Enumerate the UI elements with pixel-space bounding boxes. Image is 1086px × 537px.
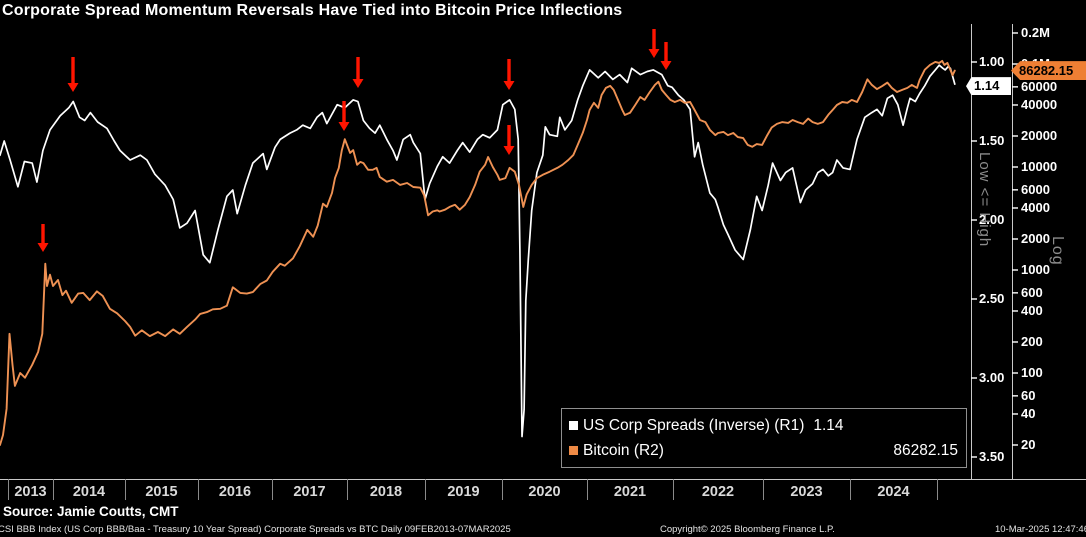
year-label-2020: 2020	[528, 484, 561, 500]
legend-value-spreads: 1.14	[813, 416, 844, 434]
axis-tick-label: 100	[1021, 365, 1043, 380]
legend-item-spreads[interactable]: US Corp Spreads (Inverse) (R1) 1.14	[569, 415, 958, 437]
r1-axis-direction-label: Low <= High	[976, 152, 993, 248]
axis-tick-label: 60000	[1021, 78, 1058, 94]
legend-label-bitcoin: Bitcoin (R2)	[583, 441, 664, 459]
year-label-2018: 2018	[369, 484, 403, 500]
axis-tick-label: 200	[1021, 333, 1043, 349]
bitcoin-line-series	[0, 59, 956, 446]
axis-tick-label: 400	[1021, 302, 1043, 318]
year-label-2024: 2024	[877, 484, 910, 500]
axis-tick-label: 2.00	[979, 212, 1005, 227]
axis-tick-label: 20	[1021, 436, 1036, 452]
corp-spreads-line-series	[0, 64, 956, 438]
axis-tick-label: 2000	[1021, 230, 1050, 246]
axis-tick-label: 4000	[1021, 199, 1050, 215]
year-label-2015: 2015	[145, 484, 178, 500]
axis-tick-label: 1000	[1021, 262, 1050, 277]
axis-tick-label: 0.2M	[1021, 24, 1050, 40]
footer-index-description: CSI BBB Index (US Corp BBB/Baa - Treasur…	[0, 524, 511, 535]
axis-tick-label: 10000	[1021, 159, 1058, 174]
reversal-arrowhead-icon	[660, 61, 672, 70]
chart-title: Corporate Spread Momentum Reversals Have…	[2, 2, 623, 19]
axis-tick-label: 40	[1021, 405, 1036, 421]
reversal-arrowhead-icon	[503, 146, 515, 155]
reversal-arrowhead-icon	[37, 243, 49, 252]
legend-swatch-orange	[569, 446, 578, 455]
axis-tick-label: 3.00	[979, 370, 1005, 385]
axis-tick-label: 1.00	[979, 54, 1005, 69]
legend-box: US Corp Spreads (Inverse) (R1) 1.14 Bitc…	[561, 408, 967, 468]
last-price-tag-bitcoin: 86282.15	[1011, 61, 1086, 81]
axis-tick-label: 6000	[1021, 181, 1050, 197]
last-price-tag-spread: 1.14	[966, 77, 1011, 96]
year-label-2022: 2022	[701, 484, 735, 500]
legend-item-bitcoin[interactable]: Bitcoin (R2) 86282.15	[569, 440, 958, 462]
axis-tick-label: 1.50	[979, 133, 1005, 148]
axis-tick-label: 2.50	[979, 291, 1005, 306]
year-label-2013: 2013	[14, 484, 47, 500]
year-label-2016: 2016	[218, 484, 252, 500]
footer-timestamp: 10-Mar-2025 12:47:46	[994, 524, 1086, 535]
year-label-2017: 2017	[293, 484, 326, 500]
reversal-arrowhead-icon	[352, 79, 364, 88]
legend-value-bitcoin: 86282.15	[893, 441, 958, 459]
reversal-arrowhead-icon	[338, 122, 350, 131]
axis-tick-label: 3.50	[979, 449, 1005, 464]
axis-tick-label: 20000	[1021, 127, 1058, 143]
year-label-2019: 2019	[447, 484, 480, 500]
r2-axis-log-label: Log	[1049, 236, 1066, 266]
footer-copyright: Copyright© 2025 Bloomberg Finance L.P.	[660, 524, 835, 535]
source-line: Source: Jamie Coutts, CMT	[3, 504, 179, 519]
year-label-2021: 2021	[613, 484, 647, 500]
reversal-arrowhead-icon	[503, 81, 515, 90]
legend-swatch-white	[569, 421, 578, 430]
year-label-2014: 2014	[72, 484, 106, 500]
axis-tick-label: 60	[1021, 387, 1036, 403]
axis-tick-label: 40000	[1021, 96, 1058, 112]
legend-label-spreads: US Corp Spreads (Inverse) (R1)	[583, 416, 805, 434]
reversal-arrowhead-icon	[648, 49, 660, 58]
axis-tick-label: 600	[1021, 284, 1043, 300]
reversal-arrowhead-icon	[67, 83, 79, 92]
year-label-2023: 2023	[790, 484, 823, 500]
